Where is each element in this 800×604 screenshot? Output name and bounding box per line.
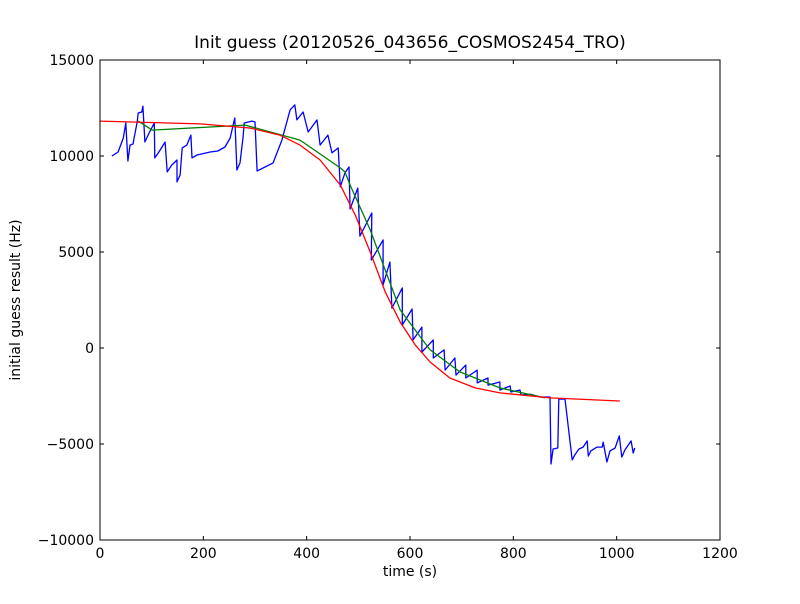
x-tick-label: 1000 [599,546,635,562]
y-tick-label: −5000 [47,437,94,453]
x-tick-label: 0 [96,546,105,562]
series-layer [100,104,636,465]
y-axis-label: initial guess result (Hz) [8,219,24,380]
y-tick-label: 0 [85,341,94,357]
tick-layer: 0 200 400 600 800 1000 1200 15000 10000 5000 0 −500… [38,53,738,562]
x-tick-label: 400 [293,546,320,562]
y-tick-label: 10000 [49,149,94,165]
chart-title: Init guess (20120526_043656_COSMOS2454_T… [194,33,626,53]
y-tick-label: −10000 [38,533,94,549]
y-tick-label: 5000 [58,245,94,261]
y-tick-label: 15000 [49,53,94,69]
plot-frame [99,59,721,541]
x-tick-label: 800 [500,546,527,562]
x-axis-label: time (s) [383,564,437,580]
x-tick-label: 1200 [702,546,738,562]
series-line-fit-green [137,120,546,399]
series-line-fit-red [100,120,620,402]
x-tick-label: 600 [397,546,424,562]
x-tick-label: 200 [190,546,217,562]
